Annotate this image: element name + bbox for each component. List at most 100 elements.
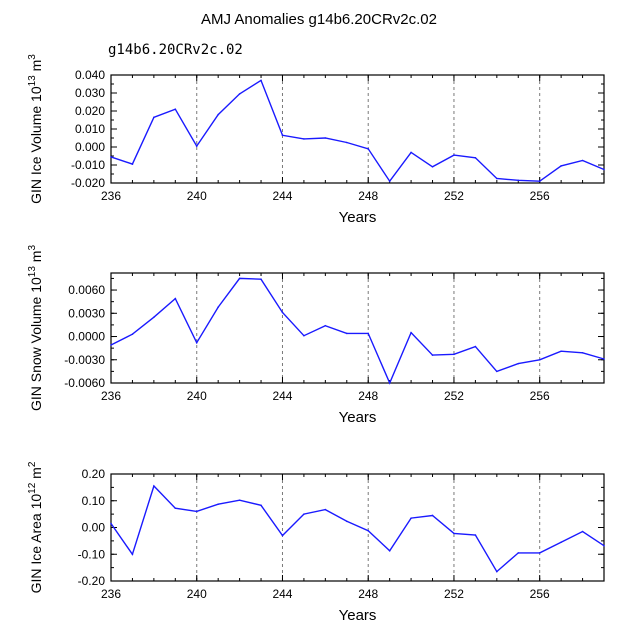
data-point bbox=[474, 534, 477, 536]
data-point bbox=[603, 544, 605, 547]
data-point bbox=[517, 552, 520, 554]
data-point bbox=[260, 79, 262, 82]
x-tick-label: 252 bbox=[444, 389, 464, 403]
x-tick-label: 252 bbox=[444, 587, 464, 601]
y-axis-title-main: GIN Ice Volume 10 bbox=[28, 86, 44, 204]
panel-snow-volume: 236 240 244 248 252 256 -0.0060 -0.0030 0.0000 0.… bbox=[27, 245, 605, 426]
series-line bbox=[110, 484, 605, 573]
data-point bbox=[517, 362, 520, 365]
data-point bbox=[238, 277, 241, 280]
x-tick-label: 236 bbox=[101, 189, 121, 203]
data-point bbox=[388, 180, 391, 182]
y-tick-label: -0.020 bbox=[71, 176, 105, 190]
data-point bbox=[496, 570, 498, 573]
data-point bbox=[110, 344, 112, 346]
chart-title: AMJ Anomalies g14b6.20CRv2c.02 bbox=[201, 11, 437, 28]
data-point bbox=[603, 168, 605, 171]
data-point bbox=[260, 278, 262, 280]
data-point bbox=[195, 145, 198, 147]
y-axis-title-unit: m bbox=[28, 60, 44, 76]
series-line bbox=[110, 79, 605, 183]
y-tick-label: 0.020 bbox=[75, 104, 105, 118]
x-tick-label: 256 bbox=[530, 189, 550, 203]
data-point bbox=[560, 350, 562, 353]
data-point bbox=[538, 180, 541, 182]
data-point bbox=[131, 553, 134, 556]
x-tick-label: 240 bbox=[187, 389, 207, 403]
data-point bbox=[303, 334, 305, 337]
data-point bbox=[217, 503, 219, 506]
data-point bbox=[174, 297, 177, 300]
panel-ice-area: 236 240 244 248 252 256 -0.20 -0.10 0.00 0.10 0.20… bbox=[27, 461, 605, 624]
x-tick-label: 248 bbox=[358, 189, 378, 203]
data-point bbox=[453, 532, 455, 535]
data-point bbox=[174, 507, 177, 510]
x-axis-title: Years bbox=[339, 607, 377, 624]
y-tick-label: 0.010 bbox=[75, 122, 105, 136]
y-tick-label: 0.20 bbox=[82, 467, 106, 481]
data-point bbox=[388, 382, 391, 384]
data-point bbox=[195, 510, 198, 513]
data-point bbox=[453, 353, 455, 356]
data-point bbox=[581, 351, 584, 354]
plot-frame bbox=[110, 473, 605, 582]
data-point bbox=[453, 154, 455, 156]
y-tick-label: 0.0000 bbox=[68, 330, 105, 344]
x-tick-label: 256 bbox=[530, 389, 550, 403]
y-axis-title-main: GIN Ice Area 10 bbox=[28, 494, 44, 594]
data-point bbox=[281, 134, 284, 137]
data-point bbox=[281, 534, 284, 537]
data-point bbox=[345, 141, 348, 144]
data-point bbox=[303, 513, 305, 515]
data-point bbox=[496, 370, 498, 373]
y-tick-label: 0.000 bbox=[75, 140, 105, 154]
data-point bbox=[217, 113, 219, 116]
data-point bbox=[217, 306, 219, 308]
y-axis-title: GIN Ice Area 1012 m2 bbox=[27, 461, 44, 593]
data-point bbox=[110, 156, 112, 158]
data-point bbox=[581, 159, 584, 162]
data-point bbox=[538, 552, 541, 554]
plot-frame bbox=[110, 74, 605, 184]
y-axis-title-unit-exponent: 2 bbox=[27, 461, 38, 467]
y-axis-title-exponent: 13 bbox=[27, 266, 38, 278]
y-tick-label: 0.00 bbox=[82, 521, 106, 535]
data-point bbox=[367, 148, 370, 150]
data-point bbox=[410, 517, 412, 519]
y-tick-label: 0.030 bbox=[75, 86, 105, 100]
x-tick-label: 252 bbox=[444, 189, 464, 203]
data-point bbox=[560, 165, 562, 167]
data-point bbox=[345, 332, 348, 335]
y-tick-label: 0.10 bbox=[82, 494, 106, 508]
y-tick-label: 0.040 bbox=[75, 68, 105, 82]
y-tick-label: -0.20 bbox=[78, 574, 106, 588]
data-point bbox=[238, 93, 241, 95]
y-axis-title-main: GIN Snow Volume 10 bbox=[28, 277, 44, 411]
x-tick-label: 244 bbox=[272, 587, 292, 601]
y-axis-title-unit: m bbox=[28, 251, 44, 267]
data-point bbox=[281, 311, 284, 314]
y-axis-title-unit-exponent: 3 bbox=[27, 54, 38, 60]
x-tick-label: 236 bbox=[101, 587, 121, 601]
data-point bbox=[410, 151, 412, 154]
x-tick-label: 240 bbox=[187, 587, 207, 601]
y-tick-label: 0.0030 bbox=[68, 306, 105, 320]
panel-ice-volume: 236 240 244 248 252 256 -0.020 -0.010 0.000 0.010… bbox=[27, 54, 605, 226]
data-point bbox=[410, 331, 412, 334]
x-tick-label: 240 bbox=[187, 189, 207, 203]
x-axis-title: Years bbox=[339, 409, 377, 426]
data-point bbox=[581, 530, 584, 533]
data-point bbox=[324, 137, 327, 139]
data-point bbox=[474, 157, 477, 159]
data-point bbox=[303, 138, 305, 140]
y-axis-title-exponent: 13 bbox=[27, 75, 38, 87]
y-axis-title-unit: m bbox=[28, 467, 44, 483]
data-point bbox=[174, 108, 177, 110]
x-tick-label: 244 bbox=[272, 189, 292, 203]
data-point bbox=[131, 333, 134, 335]
x-tick-label: 236 bbox=[101, 389, 121, 403]
x-tick-label: 248 bbox=[358, 389, 378, 403]
data-point bbox=[431, 166, 434, 168]
data-point bbox=[474, 345, 477, 348]
